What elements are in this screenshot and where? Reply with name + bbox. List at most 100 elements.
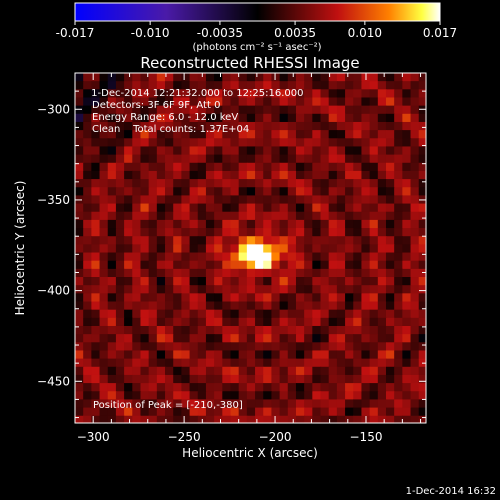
heatmap-cell [197, 277, 207, 286]
heatmap-cell [140, 342, 150, 352]
heatmap-cell [287, 203, 297, 213]
heatmap-cell [99, 407, 109, 417]
heatmap-cell [181, 334, 191, 343]
heatmap-cell [83, 268, 92, 278]
heatmap-cell [402, 113, 412, 123]
heatmap-cell [75, 407, 84, 417]
heatmap-cell [83, 236, 92, 245]
heatmap-cell [132, 121, 142, 131]
heatmap-cell [271, 391, 281, 401]
heatmap-cell [197, 154, 207, 164]
heatmap-cell [246, 81, 256, 90]
heatmap-cell [394, 130, 403, 139]
heatmap-cell [156, 285, 166, 294]
heatmap-cell [385, 81, 395, 90]
heatmap-cell [295, 219, 305, 229]
heatmap-cell [418, 73, 426, 82]
heatmap-cell [369, 195, 379, 205]
heatmap-cell [91, 121, 101, 131]
heatmap-cell [410, 334, 420, 343]
heatmap-cell [377, 309, 387, 319]
heatmap-cell [312, 277, 322, 286]
heatmap-cell [173, 391, 182, 401]
heatmap-cell [107, 130, 117, 139]
heatmap-cell [83, 407, 92, 417]
heatmap-cell [287, 252, 297, 262]
heatmap-cell [124, 219, 133, 229]
heatmap-cell [230, 383, 240, 392]
heatmap-cell [91, 179, 101, 188]
heatmap-cell [402, 309, 412, 319]
heatmap-cell [181, 358, 191, 368]
heatmap-cell [279, 268, 289, 278]
heatmap-cell [246, 277, 256, 286]
heatmap-cell [181, 350, 191, 360]
heatmap-cell [394, 260, 403, 270]
heatmap-cell [304, 358, 313, 368]
heatmap-cell [181, 285, 191, 294]
heatmap-cell [377, 219, 387, 229]
heatmap-cell [165, 260, 174, 270]
heatmap-cell [124, 391, 133, 401]
heatmap-cell [279, 162, 289, 172]
heatmap-cell [410, 236, 420, 245]
heatmap-cell [312, 374, 322, 384]
heatmap-cell [132, 162, 142, 172]
heatmap-cell [410, 391, 420, 401]
heatmap-cell [246, 350, 256, 360]
heatmap-cell [83, 325, 92, 335]
heatmap-cell [83, 81, 92, 90]
heatmap-cell [336, 366, 346, 376]
heatmap-cell [336, 301, 346, 311]
heatmap-cell [279, 97, 289, 107]
heatmap-cell [222, 342, 232, 352]
heatmap-cell [279, 334, 289, 343]
heatmap-cell [353, 285, 363, 294]
heatmap-cell [353, 89, 363, 99]
heatmap-cell [271, 81, 281, 90]
heatmap-cell [75, 211, 84, 221]
heatmap-cell [165, 81, 174, 90]
heatmap-cell [353, 113, 363, 123]
heatmap-cell [173, 130, 182, 139]
heatmap-cell [140, 325, 150, 335]
heatmap-cell [124, 113, 133, 123]
heatmap-cell [197, 399, 207, 409]
heatmap-cell [222, 219, 232, 229]
heatmap-cell [156, 146, 166, 156]
heatmap-cell [377, 81, 387, 90]
heatmap-cell [255, 146, 264, 156]
heatmap-cell [418, 342, 426, 352]
heatmap-cell [214, 366, 223, 376]
heatmap-cell [83, 374, 92, 384]
heatmap-cell [189, 179, 199, 188]
heatmap-cell [271, 162, 281, 172]
heatmap-cell [238, 81, 248, 90]
heatmap-cell [328, 195, 338, 205]
heatmap-cell [91, 285, 101, 294]
heatmap-cell [304, 228, 313, 237]
heatmap-cell [369, 391, 379, 401]
x-axis-ticks: −300 −250 −200 −150 [77, 73, 422, 444]
heatmap-cell [418, 407, 426, 417]
heatmap-cell [173, 252, 182, 262]
heatmap-cell [132, 170, 142, 180]
heatmap-cell [353, 317, 363, 327]
heatmap-cell [165, 366, 174, 376]
heatmap-cell [189, 105, 199, 115]
heatmap-cell [295, 121, 305, 131]
heatmap-cell [99, 236, 109, 245]
heatmap-cell [287, 407, 297, 417]
heatmap-cell [75, 179, 84, 188]
heatmap-cell [181, 187, 191, 197]
heatmap-cell [99, 317, 109, 327]
heatmap-cell [385, 138, 395, 148]
heatmap-cell [197, 146, 207, 156]
colorbar-ticks: -0.017 -0.010 -0.0035 0.0035 0.010 0.017 [56, 21, 457, 40]
heatmap-cell [418, 334, 426, 343]
heatmap-cell [304, 277, 313, 286]
heatmap-cell [377, 252, 387, 262]
heatmap-cell [83, 211, 92, 221]
heatmap-cell [222, 89, 232, 99]
heatmap-cell [181, 73, 191, 82]
